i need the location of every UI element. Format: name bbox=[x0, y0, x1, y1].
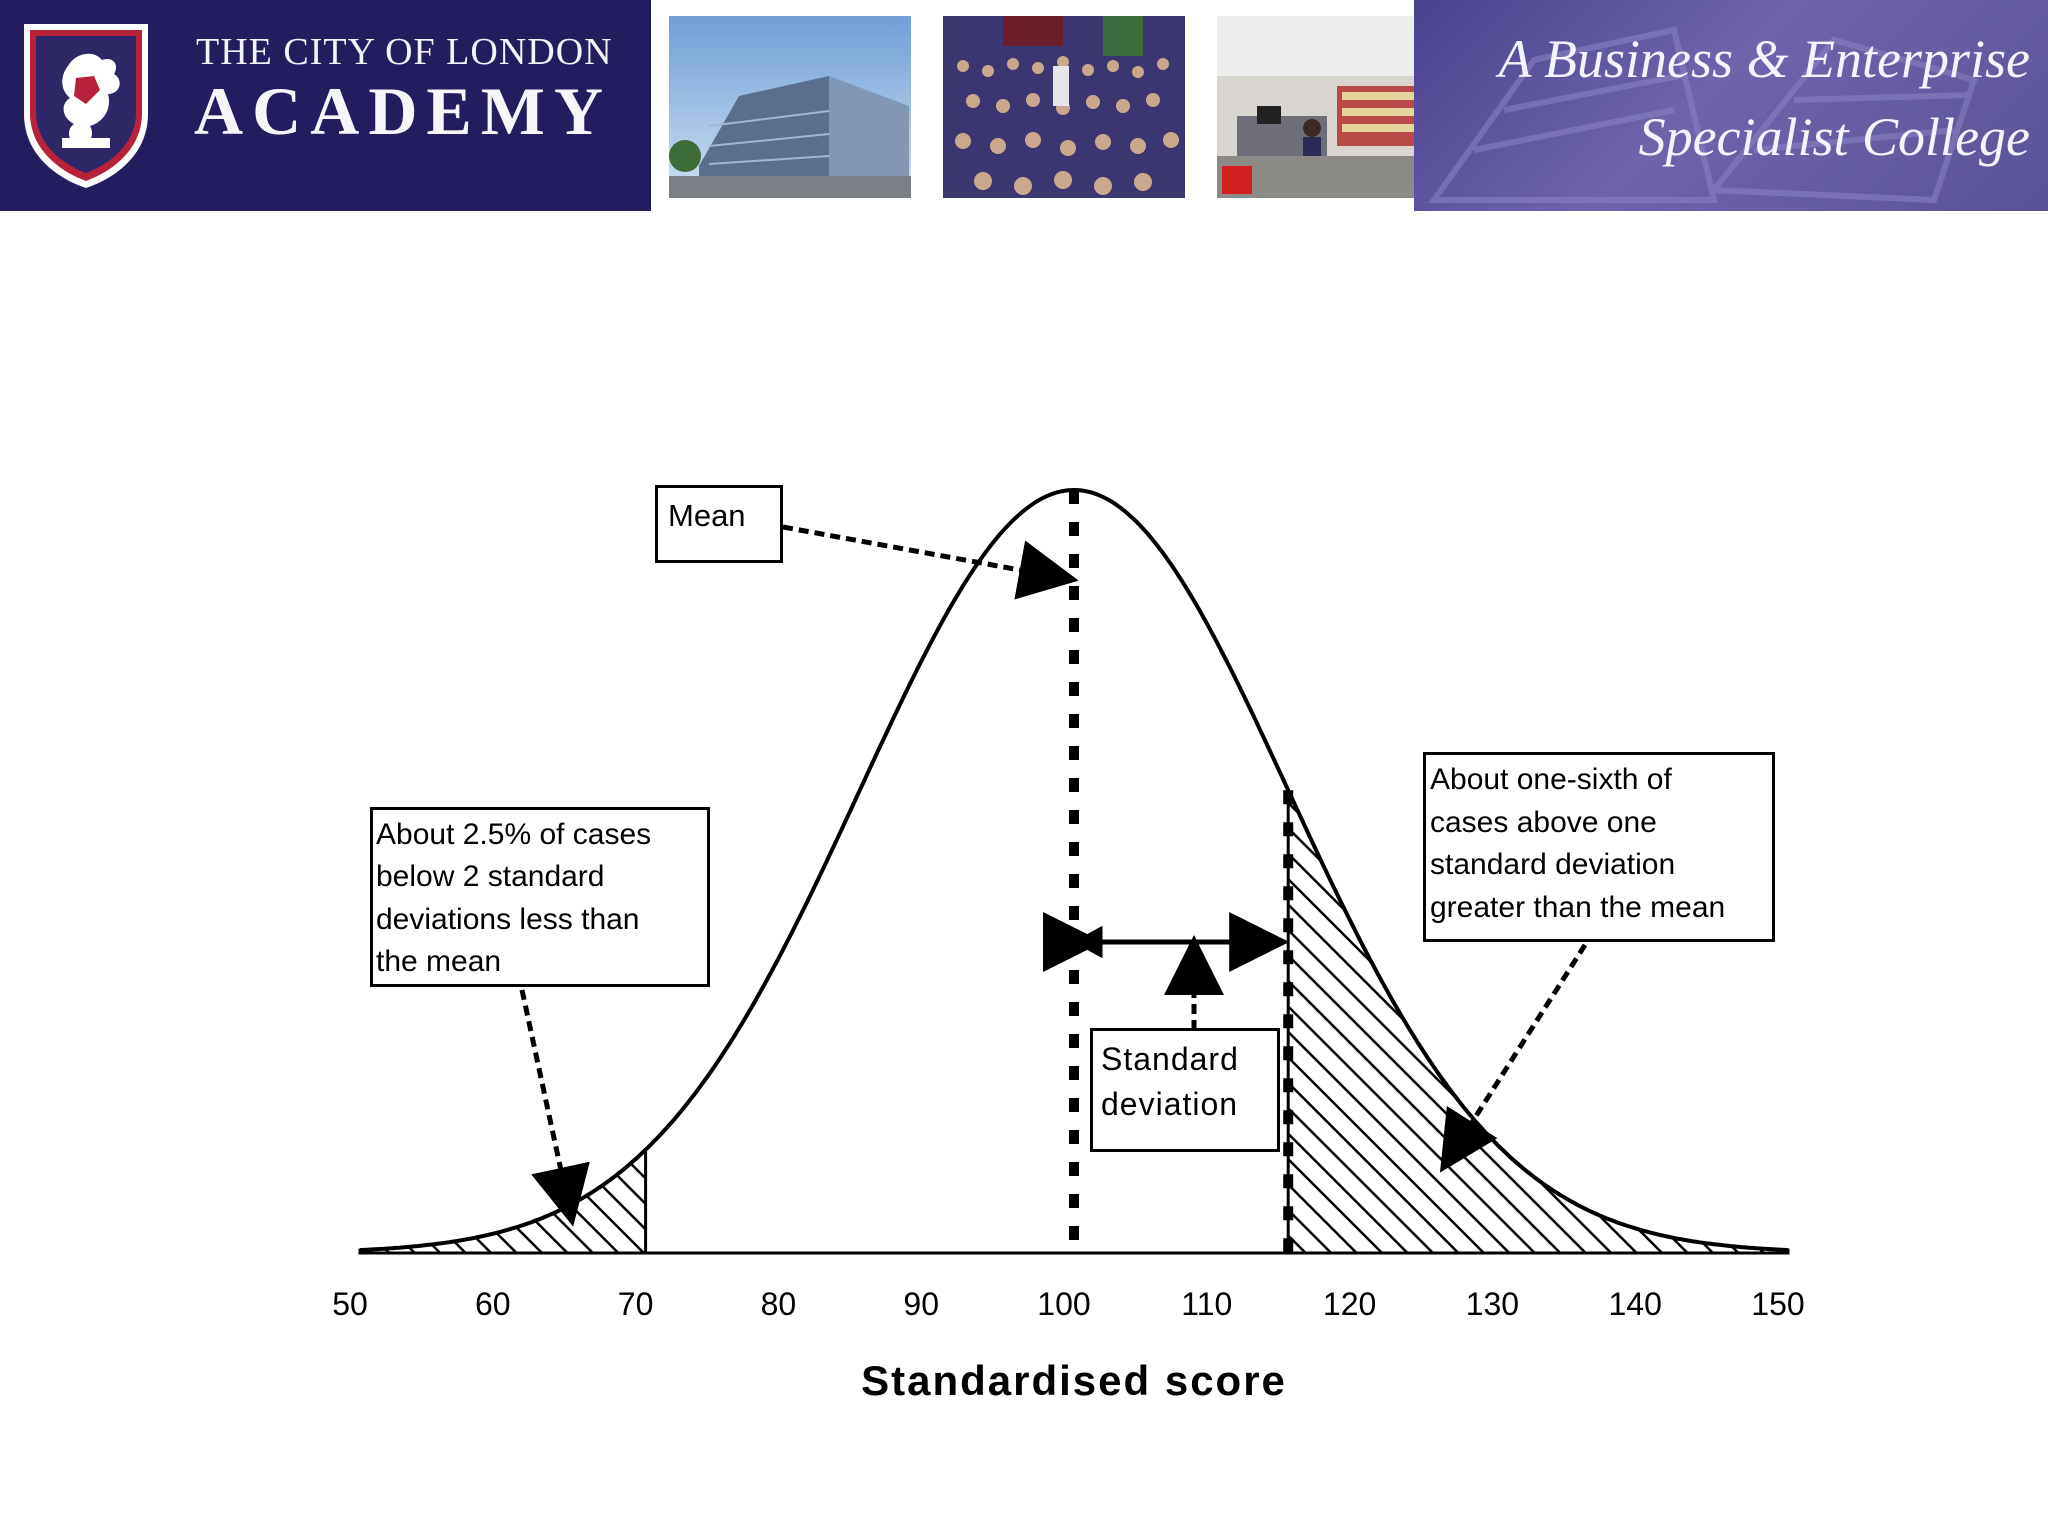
x-tick-label: 120 bbox=[1323, 1286, 1376, 1322]
header-banner: THE CITY OF LONDON ACADEMY bbox=[0, 0, 2048, 211]
right-tail-callout: About one-sixth of cases above one stand… bbox=[1423, 752, 1775, 942]
x-tick-label: 70 bbox=[618, 1286, 654, 1322]
x-tick-label: 80 bbox=[761, 1286, 797, 1322]
mean-callout: Mean bbox=[655, 485, 783, 563]
x-tick-label: 130 bbox=[1466, 1286, 1519, 1322]
left-tail-text-line: About 2.5% of cases bbox=[376, 818, 652, 851]
right-tail-text-line: standard deviation bbox=[1430, 848, 1676, 882]
students-group-photo bbox=[943, 16, 1185, 198]
right-tail-text-line: greater than the mean bbox=[1430, 890, 1726, 924]
school-crest-logo bbox=[24, 24, 148, 188]
tagline-line2: Specialist College bbox=[1638, 107, 2030, 167]
sd-text-line: Standard bbox=[1101, 1041, 1239, 1077]
left-tail-arrow bbox=[519, 989, 590, 1227]
left-tail-text-line: the mean bbox=[376, 944, 502, 978]
x-tick-label: 90 bbox=[903, 1286, 939, 1322]
sd-span-arrow-left-head bbox=[1072, 925, 1103, 959]
x-tick-label: 150 bbox=[1751, 1286, 1804, 1322]
x-tick-label: 100 bbox=[1037, 1286, 1090, 1322]
x-tick-label: 50 bbox=[332, 1286, 368, 1322]
school-name-line1: THE CITY OF LONDON bbox=[196, 31, 613, 73]
right-tail-text-line: About one-sixth of bbox=[1430, 763, 1672, 796]
x-axis-label: Standardised score bbox=[861, 1357, 1287, 1404]
mean-callout-text: Mean bbox=[668, 498, 746, 533]
sd-text-line: deviation bbox=[1101, 1085, 1239, 1122]
school-building-photo bbox=[669, 16, 911, 198]
tagline-line1: A Business & Enterprise bbox=[1498, 29, 2030, 89]
right-tail-arrow bbox=[1439, 943, 1588, 1173]
left-tail-text-line: deviations less than bbox=[376, 902, 640, 936]
left-tail-text-line: below 2 standard bbox=[376, 860, 605, 894]
shaded-region-left-tail bbox=[358, 1146, 648, 1255]
tagline-panel: A Business & Enterprise Specialist Colle… bbox=[1414, 0, 2048, 211]
school-brand: THE CITY OF LONDON ACADEMY bbox=[0, 0, 651, 211]
standard-deviation-callout: Standard deviation bbox=[1090, 1028, 1280, 1152]
school-name-line2: ACADEMY bbox=[194, 73, 613, 149]
right-tail-text-line: cases above one bbox=[1430, 805, 1657, 839]
mean-arrow bbox=[782, 524, 1079, 600]
building-watermark bbox=[1428, 26, 1978, 204]
x-tick-label: 140 bbox=[1609, 1286, 1662, 1322]
x-tick-label: 60 bbox=[475, 1286, 511, 1322]
x-tick-label: 110 bbox=[1181, 1286, 1232, 1322]
left-tail-callout: About 2.5% of cases below 2 standard dev… bbox=[370, 807, 710, 987]
